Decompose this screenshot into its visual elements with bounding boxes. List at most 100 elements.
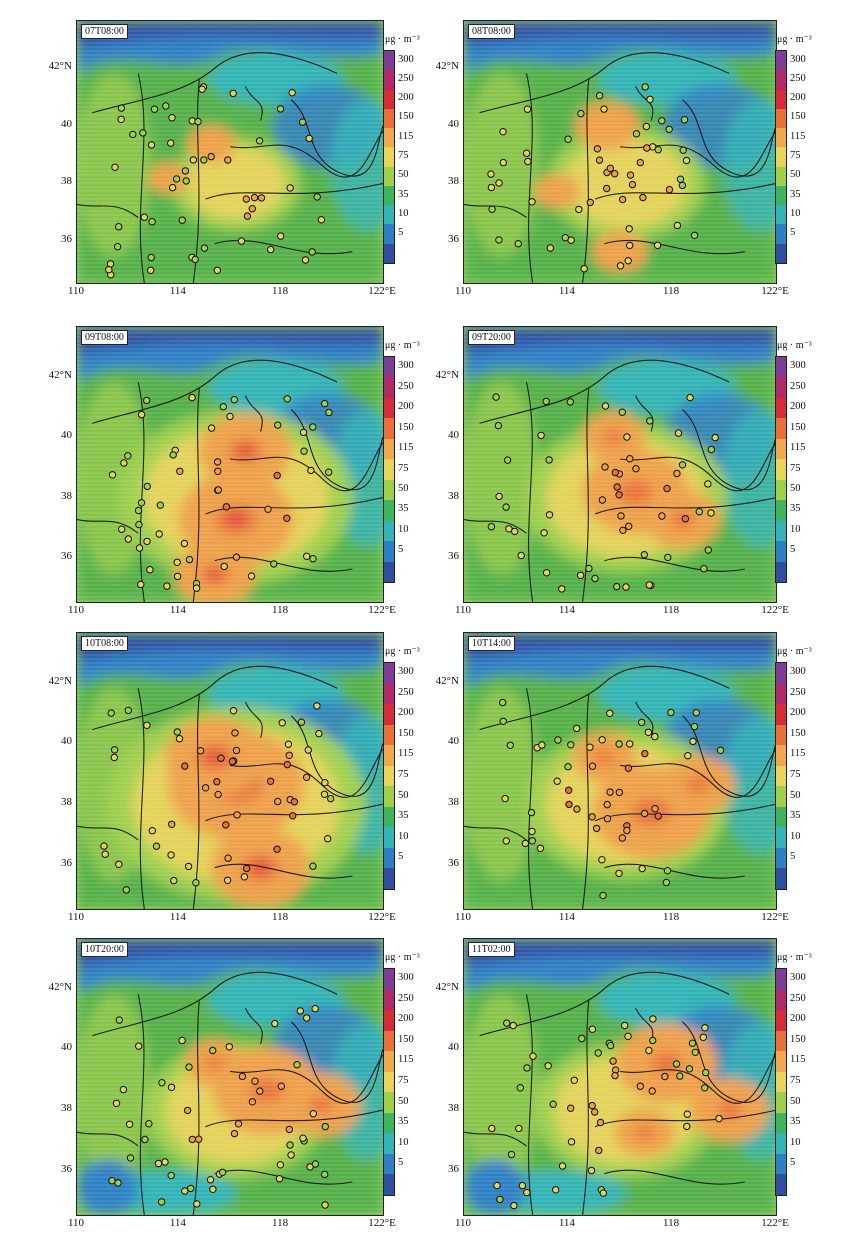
- station-marker: [209, 1185, 217, 1194]
- station-marker: [700, 565, 708, 573]
- station-marker: [256, 1087, 264, 1095]
- station-marker: [626, 241, 634, 250]
- station-marker: [248, 1098, 257, 1106]
- colorbar-unit: μg · m⁻³: [777, 340, 812, 351]
- colorbar-tick-label: 300: [398, 666, 414, 678]
- colorbar: [383, 662, 395, 890]
- station-marker: [207, 424, 216, 432]
- station-marker: [488, 1124, 496, 1133]
- station-marker: [181, 762, 189, 770]
- colorbar-swatch: [384, 1071, 394, 1093]
- colorbar-tick-label: 5: [790, 544, 796, 556]
- station-marker: [625, 522, 633, 531]
- station-marker: [606, 788, 614, 796]
- station-marker: [690, 722, 699, 731]
- colorbar-swatch: [776, 806, 786, 828]
- station-marker: [678, 181, 687, 190]
- station-marker: [150, 105, 159, 113]
- station-marker: [157, 1198, 166, 1206]
- station-marker: [615, 740, 623, 748]
- station-marker: [213, 778, 221, 786]
- colorbar-swatch: [384, 1030, 394, 1052]
- station-marker: [135, 1042, 143, 1050]
- station-marker: [549, 1100, 557, 1108]
- station-marker: [645, 1046, 653, 1055]
- station-marker: [274, 797, 282, 806]
- station-marker: [315, 729, 323, 738]
- station-marker: [641, 749, 649, 758]
- station-marker: [288, 89, 296, 97]
- station-marker: [228, 757, 237, 766]
- map-surface: [464, 633, 776, 909]
- station-marker: [168, 183, 177, 192]
- station-marker: [114, 1179, 122, 1187]
- colorbar-swatch: [384, 1133, 394, 1154]
- time-label: 10T14:00: [468, 636, 515, 651]
- time-label: 09T20:00: [468, 330, 515, 345]
- station-marker: [654, 146, 662, 154]
- concentration-map: 08T08:00: [463, 20, 777, 284]
- colorbar-swatch: [384, 704, 394, 725]
- x-tick-label: 110: [67, 604, 85, 616]
- station-marker: [514, 240, 522, 248]
- station-marker: [611, 468, 620, 477]
- station-marker: [145, 1120, 153, 1128]
- x-tick-label: 110: [454, 1217, 472, 1229]
- station-marker: [507, 1150, 516, 1159]
- station-marker: [600, 105, 608, 113]
- colorbar-tick-label: 115: [790, 748, 806, 760]
- colorbar-swatch: [776, 847, 786, 869]
- station-marker: [158, 1079, 166, 1087]
- colorbar-swatch: [776, 128, 786, 148]
- station-marker: [580, 265, 588, 273]
- station-marker: [665, 125, 673, 134]
- station-marker: [267, 245, 275, 254]
- station-marker: [311, 1005, 319, 1013]
- colorbar-tick-label: 150: [398, 1033, 414, 1045]
- colorbar-swatch: [776, 683, 786, 705]
- station-marker: [286, 184, 294, 192]
- colorbar-swatch: [384, 459, 394, 480]
- x-tick-label: 122°E: [368, 911, 396, 923]
- x-tick-label: 122°E: [368, 604, 396, 616]
- station-marker: [207, 152, 215, 161]
- station-marker: [567, 1104, 575, 1112]
- station-marker: [661, 1072, 669, 1081]
- station-marker: [681, 515, 690, 523]
- colorbar-swatch: [776, 745, 786, 766]
- station-marker: [515, 1124, 523, 1133]
- x-tick-label: 118: [272, 1217, 289, 1229]
- y-tick-label: 42°N: [435, 60, 459, 73]
- station-marker: [496, 1195, 504, 1204]
- colorbar-tick-label: 200: [398, 1013, 414, 1025]
- station-marker: [621, 1021, 629, 1030]
- station-marker: [161, 1158, 169, 1166]
- colorbar-tick-label: 5: [398, 544, 404, 556]
- station-marker: [276, 105, 285, 113]
- colorbar-swatch: [384, 745, 394, 766]
- station-marker: [185, 1063, 193, 1071]
- time-label: 08T08:00: [468, 24, 515, 39]
- station-marker: [107, 709, 115, 717]
- station-marker: [676, 175, 685, 183]
- colorbar-tick-label: 150: [398, 421, 414, 433]
- y-tick-label: 40: [61, 1041, 72, 1054]
- station-marker: [137, 499, 146, 507]
- station-marker: [626, 740, 634, 748]
- station-marker: [674, 429, 683, 437]
- station-marker: [126, 1154, 135, 1162]
- colorbar-swatch: [384, 786, 394, 807]
- colorbar-swatch: [384, 724, 394, 746]
- colorbar-swatch: [776, 166, 786, 186]
- colorbar-swatch: [776, 51, 786, 71]
- station-marker: [567, 1138, 576, 1146]
- colorbar-swatch: [776, 704, 786, 725]
- station-marker: [623, 826, 631, 835]
- station-marker: [509, 1021, 517, 1030]
- station-marker: [217, 754, 225, 762]
- colorbar-unit: μg · m⁻³: [777, 952, 812, 963]
- station-marker: [167, 139, 175, 147]
- station-marker: [683, 1122, 691, 1131]
- y-tick-label: 42°N: [48, 980, 72, 993]
- x-tick-label: 110: [454, 911, 472, 923]
